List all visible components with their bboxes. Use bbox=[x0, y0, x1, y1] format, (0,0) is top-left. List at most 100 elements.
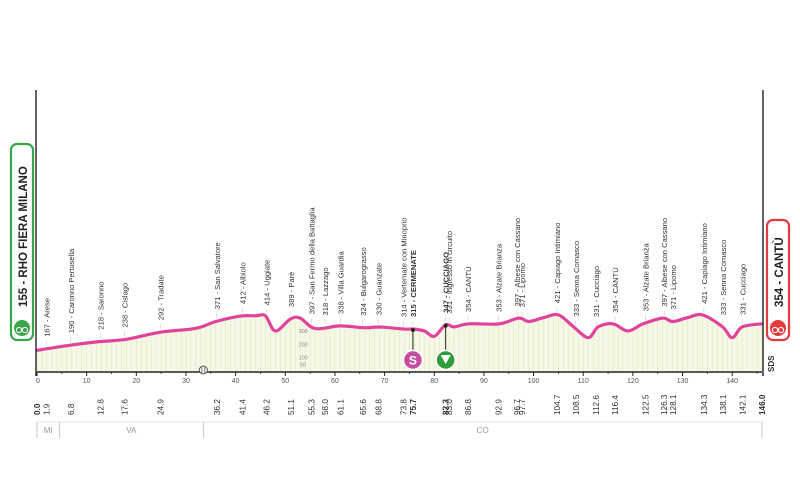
sprint-badge-letter: S bbox=[409, 354, 417, 368]
place-label: 389 - Parè bbox=[287, 272, 296, 307]
x-tick-label: 90 bbox=[480, 378, 488, 385]
place-label: 331 - Cucciago bbox=[739, 264, 748, 315]
place-label: 324 - Bulgarograsso bbox=[359, 247, 368, 315]
distance-label: 0.0 bbox=[33, 403, 42, 415]
place-label: 292 - Tradate bbox=[157, 275, 166, 320]
distance-label: 82.3 bbox=[442, 399, 451, 415]
finish-label-box bbox=[765, 218, 791, 342]
profile-line-layer bbox=[35, 312, 764, 352]
distance-label: 134.3 bbox=[700, 394, 709, 415]
place-label: 167 - Arese bbox=[42, 298, 51, 337]
distance-label: 17.6 bbox=[120, 399, 129, 415]
altitude-scale-label: 100 bbox=[299, 356, 308, 362]
place-label: 190 - Caronno Pertusella bbox=[67, 248, 76, 333]
x-tick-label: 70 bbox=[381, 378, 389, 385]
distance-label: 86.8 bbox=[464, 399, 473, 415]
x-tick-label: 20 bbox=[132, 378, 140, 385]
x-tick-label: 50 bbox=[281, 378, 289, 385]
altitude-scale-label: 200 bbox=[299, 342, 308, 348]
distance-label: 68.8 bbox=[375, 399, 384, 415]
start-bike-icon-wheel bbox=[21, 326, 29, 334]
finish-bike-icon-wheel bbox=[771, 326, 779, 334]
profile-line bbox=[35, 312, 764, 352]
distance-label: 46.2 bbox=[262, 399, 271, 415]
place-labels: 167 - Arese 190 - Caronno Pertusella 218 -… bbox=[42, 207, 748, 346]
start-bike-icon-wheel bbox=[15, 326, 23, 334]
x-tick-label: 40 bbox=[232, 378, 240, 385]
distance-label: 122.5 bbox=[641, 394, 650, 415]
place-label: 330 - Guanzate bbox=[375, 263, 384, 315]
x-tick-label: 110 bbox=[578, 378, 589, 385]
finish-bike-icon bbox=[770, 320, 786, 336]
province-band: MI VA CO bbox=[36, 421, 763, 438]
intermediate-sprint-icon bbox=[402, 349, 424, 371]
finish-side-code: SDS bbox=[767, 355, 776, 372]
place-label: 412 - Albiolo bbox=[239, 262, 248, 304]
distance-label: 146.0 bbox=[758, 394, 767, 415]
distance-label: 12.8 bbox=[97, 399, 106, 415]
distance-labels: 0.0 1.9 6.8 12.8 17.6 24.9 36.2 41.4 46.2 51.1 55.… bbox=[33, 394, 767, 415]
place-label: 333 - Senna Comasco bbox=[719, 240, 728, 316]
finish-label: 354 - CANTÙ bbox=[773, 237, 786, 307]
finish-bike-icon-wheel bbox=[777, 326, 785, 334]
distance-label: 126.3 bbox=[660, 394, 669, 415]
distance-label: 83.0 bbox=[445, 399, 454, 415]
altitude-scale-label: 50 bbox=[300, 362, 306, 368]
place-label: 331 - Cucciago bbox=[592, 266, 601, 317]
distance-label: 55.3 bbox=[308, 399, 317, 415]
distance-label: 96.7 bbox=[513, 399, 522, 415]
distance-label: 128.1 bbox=[669, 394, 678, 415]
place-label: 397 - Albese con Cassano bbox=[660, 218, 669, 307]
start-marker: 155 - RHO FIERA MILANO bbox=[9, 90, 37, 376]
distance-label: 51.1 bbox=[287, 399, 296, 415]
x-tick-label: 10 bbox=[83, 378, 91, 385]
railway-crossing-icon bbox=[198, 365, 208, 375]
x-tick-label: 130 bbox=[677, 378, 689, 385]
altitude-scale-label: 300 bbox=[299, 329, 308, 335]
start-label-box bbox=[9, 142, 35, 342]
distance-label: 108.5 bbox=[572, 394, 581, 415]
place-label: 353 - Alzate Brianza bbox=[641, 242, 650, 311]
province-label: VA bbox=[126, 426, 137, 435]
province-label: CO bbox=[477, 426, 489, 435]
place-label: 218 - Saronno bbox=[97, 281, 106, 329]
place-label: 397 - Albese con Cassano bbox=[513, 218, 522, 307]
distance-label: 112.6 bbox=[592, 395, 601, 415]
place-label: 354 - CANTÙ bbox=[464, 266, 473, 312]
x-tick-label: 100 bbox=[528, 378, 540, 385]
distance-label: 116.4 bbox=[611, 395, 620, 415]
place-label: 333 - Senna Comasco bbox=[572, 241, 581, 317]
profile-hatch-layer bbox=[36, 316, 763, 371]
place-label: 318 - Lazzago bbox=[321, 267, 330, 315]
distance-label: 61.1 bbox=[336, 399, 345, 415]
x-axis: 0 10 20 30 40 50 60 70 80 90 100 110 120 130 140 bbox=[36, 371, 762, 385]
distance-label: 6.8 bbox=[67, 403, 76, 415]
place-label: 421 - Capiago Intimiano bbox=[700, 223, 709, 304]
province-label: MI bbox=[44, 426, 53, 435]
distance-label: 1.9 bbox=[42, 403, 51, 415]
place-label: 421 - Capiago Intimiano bbox=[553, 223, 562, 304]
distance-label: 104.7 bbox=[553, 394, 562, 415]
distance-label: 75.7 bbox=[409, 399, 418, 415]
distance-label: 36.2 bbox=[213, 399, 222, 415]
distance-label: 24.9 bbox=[157, 399, 166, 415]
place-label: 338 - Villa Guardia bbox=[336, 250, 345, 314]
x-tick-label: 140 bbox=[726, 378, 738, 385]
place-label: 354 - CANTÙ bbox=[611, 267, 620, 313]
x-tick-label: 80 bbox=[430, 378, 438, 385]
place-label: 371 - San Salvatore bbox=[213, 242, 222, 309]
distance-label: 65.6 bbox=[359, 399, 368, 415]
place-label: 371 - Lipomo bbox=[518, 263, 527, 307]
distance-label: 41.4 bbox=[239, 399, 248, 415]
gpm-dot bbox=[443, 323, 448, 328]
x-tick-label: 0 bbox=[36, 378, 40, 385]
place-label: 353 - Alzate Brianza bbox=[494, 243, 503, 312]
distance-label: 138.1 bbox=[719, 394, 728, 415]
sprint-dot bbox=[410, 328, 415, 333]
distance-label: 92.9 bbox=[494, 399, 503, 415]
start-label: 155 - RHO FIERA MILANO bbox=[18, 166, 30, 307]
place-label: 397 - San Fermo della Battaglia bbox=[308, 207, 317, 315]
